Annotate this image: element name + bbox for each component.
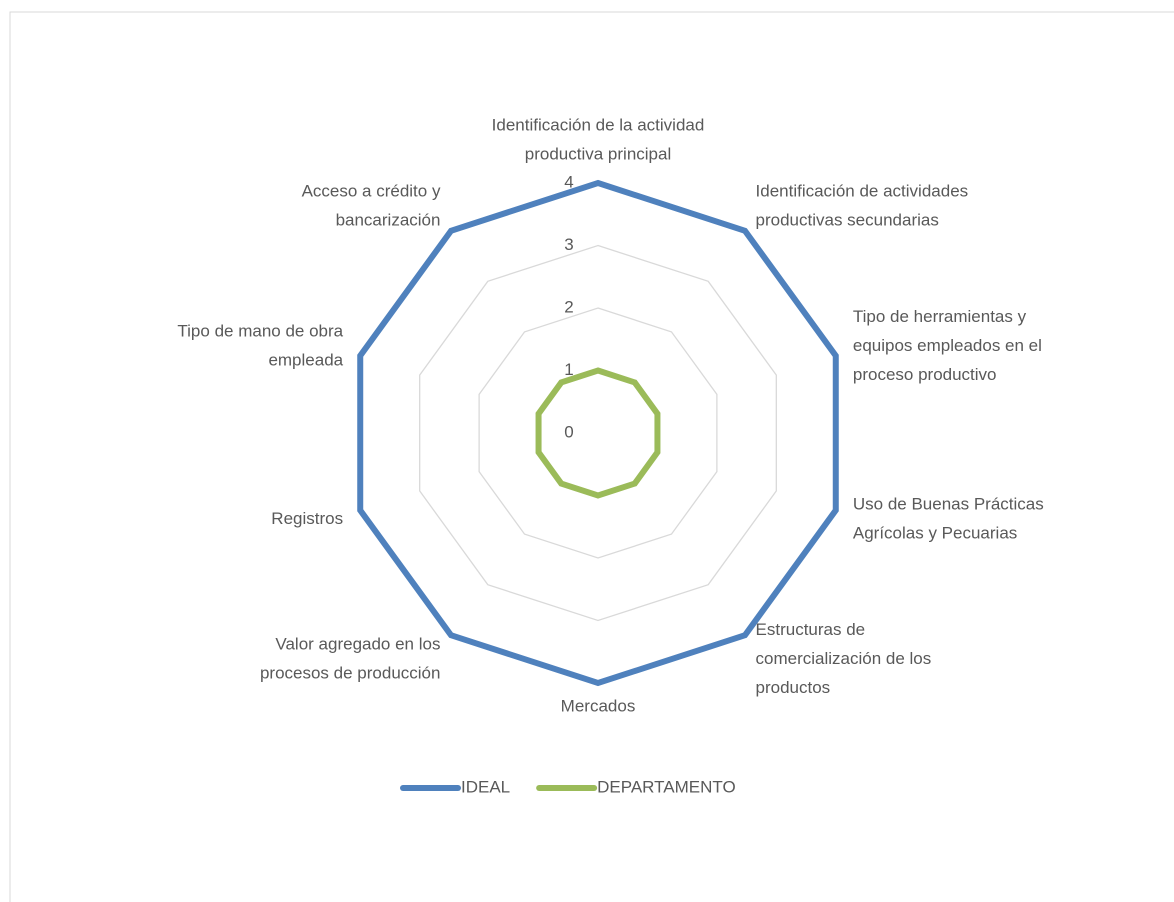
legend-label: IDEAL — [461, 777, 510, 796]
category-label: productos — [756, 678, 831, 697]
category-label: bancarización — [336, 210, 441, 229]
category-label: Registros — [271, 509, 343, 528]
category-label: Tipo de mano de obra — [177, 321, 343, 340]
category-label: Uso de Buenas Prácticas — [853, 495, 1044, 514]
category-label: Identificación de actividades — [756, 181, 969, 200]
series-line — [535, 367, 661, 499]
grid-line — [419, 244, 777, 622]
category-label: comercialización de los — [756, 649, 932, 668]
legend-label: DEPARTAMENTO — [597, 777, 736, 796]
grid-line — [478, 307, 718, 559]
category-label: empleada — [268, 350, 343, 369]
category-label: Agrícolas y Pecuarias — [853, 524, 1017, 543]
chart-frame — [9, 11, 1174, 902]
category-label: Identificación de la actividad — [492, 115, 705, 134]
category-label: procesos de producción — [260, 664, 441, 683]
category-label: productiva principal — [525, 144, 671, 163]
category-label: Acceso a crédito y — [302, 181, 441, 200]
category-label: equipos empleados en el — [853, 336, 1042, 355]
category-label: Estructuras de — [756, 620, 866, 639]
category-label: Tipo de herramientas y — [853, 307, 1027, 326]
tick-label: 3 — [564, 235, 573, 254]
category-label: Mercados — [561, 696, 636, 715]
tick-label: 4 — [564, 172, 573, 191]
category-label: productivas secundarias — [756, 210, 939, 229]
tick-label: 0 — [564, 422, 573, 441]
category-label: proceso productivo — [853, 365, 997, 384]
tick-label: 1 — [564, 360, 573, 379]
series-line — [357, 179, 839, 687]
category-label: Valor agregado en los — [275, 635, 440, 654]
tick-label: 2 — [564, 297, 573, 316]
